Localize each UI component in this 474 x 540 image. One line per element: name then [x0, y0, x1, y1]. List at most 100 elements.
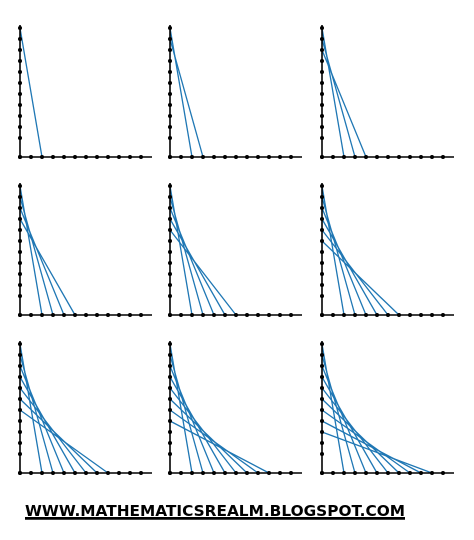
string-line	[321, 409, 411, 474]
axis-dot	[179, 471, 183, 475]
axis-dot	[40, 313, 44, 317]
string-line	[19, 196, 54, 316]
axis-dot	[95, 313, 99, 317]
axis-dot	[223, 155, 227, 159]
axis-dot	[168, 136, 172, 140]
axis-dot	[18, 353, 22, 357]
axis-dot	[289, 155, 293, 159]
axis-dot	[408, 471, 412, 475]
axis-dot	[190, 471, 194, 475]
axis-dot	[168, 114, 172, 118]
axis-dot	[168, 48, 172, 52]
axis-dot	[419, 313, 423, 317]
axis-dot	[320, 48, 324, 52]
axis-dot	[18, 386, 22, 390]
axis-dot	[168, 250, 172, 254]
axis-dot	[419, 155, 423, 159]
axis-dot	[168, 239, 172, 243]
axis-dot	[168, 195, 172, 199]
axis-dot	[331, 313, 335, 317]
axis-dot	[353, 155, 357, 159]
axis-dot	[168, 37, 172, 41]
axis-dot	[190, 313, 194, 317]
axis-dot	[168, 261, 172, 265]
axis-dot	[18, 239, 22, 243]
string-line	[321, 240, 400, 316]
axis-dot	[320, 452, 324, 456]
axis-dot	[168, 155, 172, 159]
axis-dot	[430, 155, 434, 159]
axis-dot	[320, 250, 324, 254]
axis-dot	[73, 471, 77, 475]
axis-dot	[397, 313, 401, 317]
axis-dot	[245, 313, 249, 317]
axis-dot	[320, 471, 324, 475]
axis-dot	[320, 114, 324, 118]
axis-dot	[139, 471, 143, 475]
axis-dot	[128, 471, 132, 475]
string-line	[19, 398, 98, 474]
axis-dot	[168, 430, 172, 434]
axis-dot	[278, 471, 282, 475]
axis-dot	[320, 430, 324, 434]
axis-dot	[117, 313, 121, 317]
axis-dot	[320, 155, 324, 159]
axis-dot	[168, 471, 172, 475]
axis-dot	[320, 206, 324, 210]
string-line	[321, 343, 345, 474]
axis-dot	[40, 471, 44, 475]
axis-dot	[168, 364, 172, 368]
axis-dot	[117, 471, 121, 475]
axis-dot	[201, 313, 205, 317]
axis-dot	[320, 228, 324, 232]
string-line	[169, 343, 193, 474]
axis-dot	[106, 313, 110, 317]
axis-dot	[168, 92, 172, 96]
axis-dot	[18, 103, 22, 107]
axis-dot	[168, 408, 172, 412]
axis-dot	[18, 261, 22, 265]
axis-dot	[168, 184, 172, 188]
axis-dot	[234, 313, 238, 317]
axis-dot	[430, 471, 434, 475]
panels	[18, 25, 454, 475]
axis-dot	[375, 155, 379, 159]
axis-dot	[320, 26, 324, 30]
axis-dot	[168, 272, 172, 276]
axis-dot	[278, 313, 282, 317]
axis-dot	[168, 103, 172, 107]
axis-dot	[62, 155, 66, 159]
axis-dot	[128, 155, 132, 159]
axis-dot	[18, 272, 22, 276]
axis-dot	[245, 471, 249, 475]
axis-dot	[331, 471, 335, 475]
axis-dot	[179, 313, 183, 317]
string-line	[169, 38, 204, 158]
string-line	[169, 229, 237, 316]
axis-dot	[18, 70, 22, 74]
axis-dot	[234, 471, 238, 475]
string-line	[169, 27, 193, 158]
axis-dot	[168, 59, 172, 63]
axis-dot	[168, 283, 172, 287]
axis-dot	[95, 471, 99, 475]
string-line	[19, 343, 43, 474]
axis-dot	[408, 155, 412, 159]
axis-dot	[139, 313, 143, 317]
axis-dot	[62, 313, 66, 317]
axis-dot	[73, 155, 77, 159]
string-line	[321, 431, 433, 474]
axis-dot	[18, 375, 22, 379]
axis-dot	[320, 37, 324, 41]
axis-dot	[364, 155, 368, 159]
string-line	[19, 185, 43, 316]
axis-dot	[168, 70, 172, 74]
axis-dot	[18, 250, 22, 254]
axis-dot	[29, 313, 33, 317]
axis-dot	[386, 471, 390, 475]
axis-dot	[84, 155, 88, 159]
axis-dot	[320, 81, 324, 85]
axis-dot	[18, 184, 22, 188]
axis-dot	[201, 155, 205, 159]
axis-dot	[441, 155, 445, 159]
